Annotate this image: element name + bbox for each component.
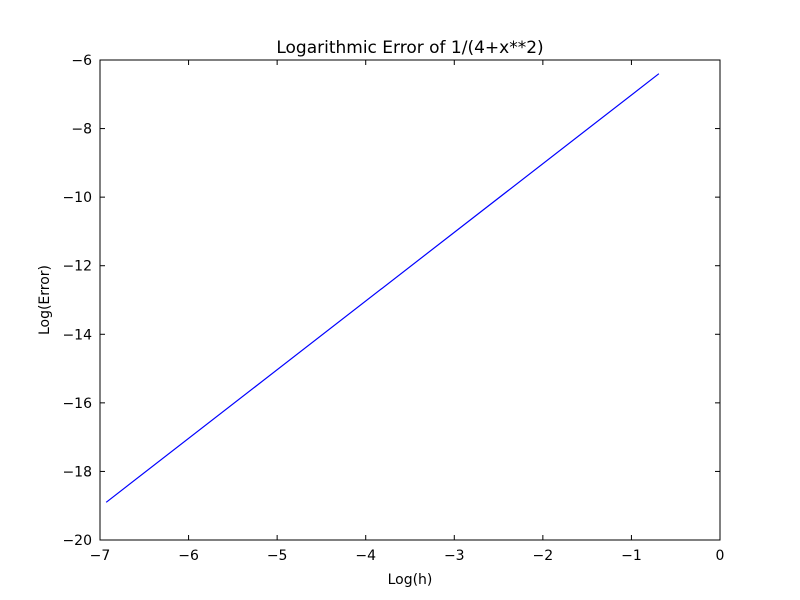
x-tick-label: 0 — [716, 548, 725, 564]
x-tick-label: −6 — [178, 548, 199, 564]
y-tick-label: −8 — [71, 122, 92, 138]
y-tick-label: −12 — [62, 259, 92, 275]
series-line-0 — [105, 73, 660, 503]
x-tick-label: −5 — [267, 548, 288, 564]
x-tick-label: −7 — [90, 548, 111, 564]
series-layer — [105, 73, 660, 503]
x-axis-label: Log(h) — [388, 572, 433, 588]
y-tick-label: −16 — [62, 396, 92, 412]
y-tick-label: −6 — [71, 53, 92, 69]
x-tick-label: −1 — [621, 548, 642, 564]
x-tick-label: −2 — [533, 548, 554, 564]
chart-title: Logarithmic Error of 1/(4+x**2) — [276, 38, 543, 58]
y-axis-label: Log(Error) — [37, 265, 53, 335]
x-tick-label: −4 — [355, 548, 376, 564]
y-tick-label: −20 — [62, 533, 92, 549]
y-tick-label: −10 — [62, 190, 92, 206]
x-tick-label: −3 — [444, 548, 465, 564]
y-tick-label: −14 — [62, 327, 92, 343]
ticks-layer: −7 −6 −5 −4 −3 −2 −1 0−20−18−16−14−12−10−8−6 — [62, 53, 724, 564]
y-tick-label: −18 — [62, 464, 92, 480]
plot-frame — [99, 59, 721, 541]
